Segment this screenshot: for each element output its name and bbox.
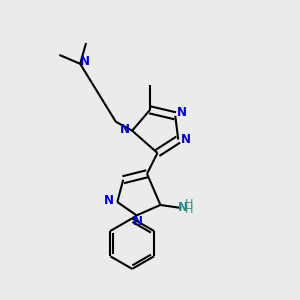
Text: N: N (120, 123, 130, 136)
Text: N: N (80, 55, 90, 68)
Text: N: N (178, 201, 188, 214)
Text: N: N (177, 106, 187, 119)
Text: N: N (133, 215, 143, 228)
Text: N: N (104, 194, 114, 207)
Text: H: H (185, 200, 194, 209)
Text: N: N (181, 133, 191, 146)
Text: H: H (185, 205, 194, 215)
